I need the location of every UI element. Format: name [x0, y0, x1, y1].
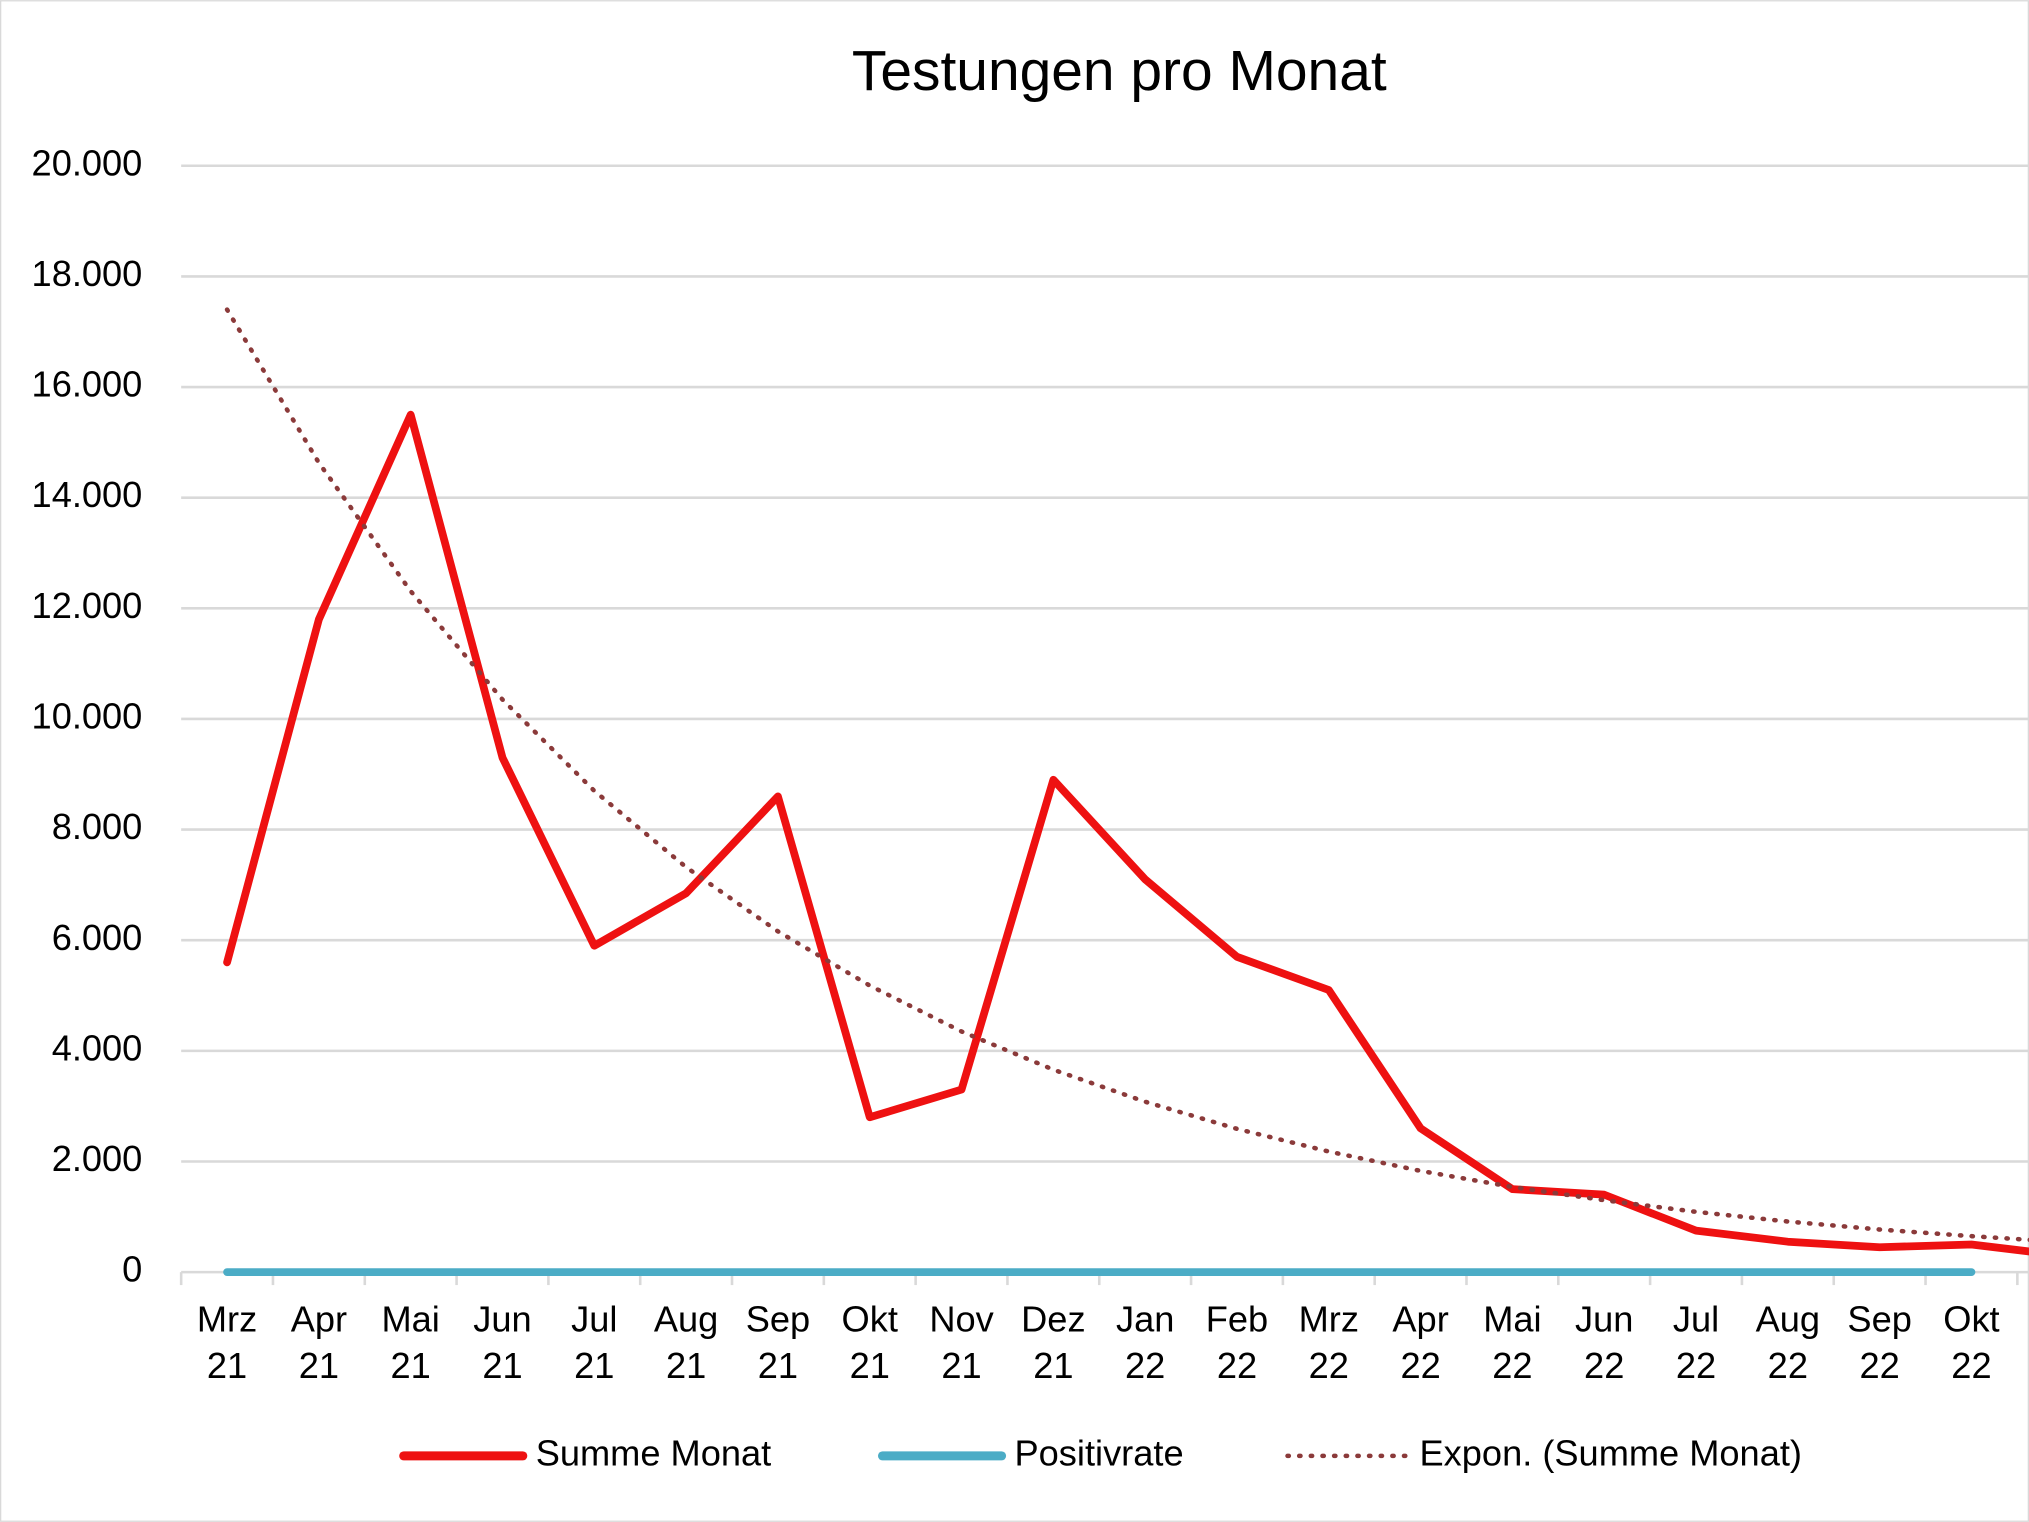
x-tick-label: Sep 22	[1847, 1298, 1911, 1386]
x-tick-label: Mrz 22	[1299, 1298, 1359, 1386]
plot-area	[223, 307, 2029, 1277]
y-tick-label: 10.000	[32, 696, 143, 737]
x-tick-label: Okt 22	[1943, 1298, 1999, 1386]
grid: 0 2.000 4.000 6.000 8.000 10.000 12.000 14.000 1…	[32, 142, 2029, 1385]
legend: Summe Monat Positivrate Expon. (Summe Mona…	[399, 1432, 1802, 1473]
x-tick-label: Mrz 21	[197, 1298, 257, 1386]
y-tick-label: 6.000	[52, 917, 143, 958]
x-tick-label: Aug 22	[1756, 1298, 1820, 1386]
x-tick-label: Mai 21	[381, 1298, 439, 1386]
x-tick-label: Okt 21	[842, 1298, 898, 1386]
y-tick-label: 4.000	[52, 1027, 143, 1068]
legend-label: Positivrate	[1015, 1432, 1184, 1473]
x-tick-label: Jun 21	[473, 1298, 531, 1386]
y-tick-label: 18.000	[32, 253, 143, 294]
x-tick-label: Aug 21	[654, 1298, 718, 1386]
series-line	[224, 307, 2029, 1243]
y-tick-label: 16.000	[32, 364, 143, 405]
y-tick-label: 12.000	[32, 585, 143, 626]
x-tick-label: Jul 22	[1673, 1298, 1719, 1386]
y-tick-label: 8.000	[52, 806, 143, 847]
y-tick-label: 0	[122, 1249, 142, 1290]
y-tick-label: 14.000	[32, 474, 143, 515]
x-tick-label: Feb 22	[1206, 1298, 1268, 1386]
x-tick-label: Dez 21	[1021, 1298, 1085, 1386]
legend-label: Expon. (Summe Monat)	[1420, 1432, 1802, 1473]
chart-title: Testungen pro Monat	[852, 39, 1387, 103]
x-tick-label: Apr 22	[1392, 1298, 1448, 1386]
x-tick-label: Mai 22	[1483, 1298, 1541, 1386]
x-tick-label: Nov 21	[929, 1298, 993, 1386]
x-tick-label: Sep 21	[746, 1298, 810, 1386]
series-line	[223, 410, 2029, 1256]
y-tick-label: 2.000	[52, 1138, 143, 1179]
x-tick-label: Apr 21	[291, 1298, 347, 1386]
x-tick-label: Jun 22	[1575, 1298, 1633, 1386]
y-tick-label: 20.000	[32, 142, 143, 183]
x-tick-label: Jul 21	[571, 1298, 617, 1386]
x-tick-label: Jan 22	[1116, 1298, 1174, 1386]
legend-label: Summe Monat	[536, 1432, 772, 1473]
